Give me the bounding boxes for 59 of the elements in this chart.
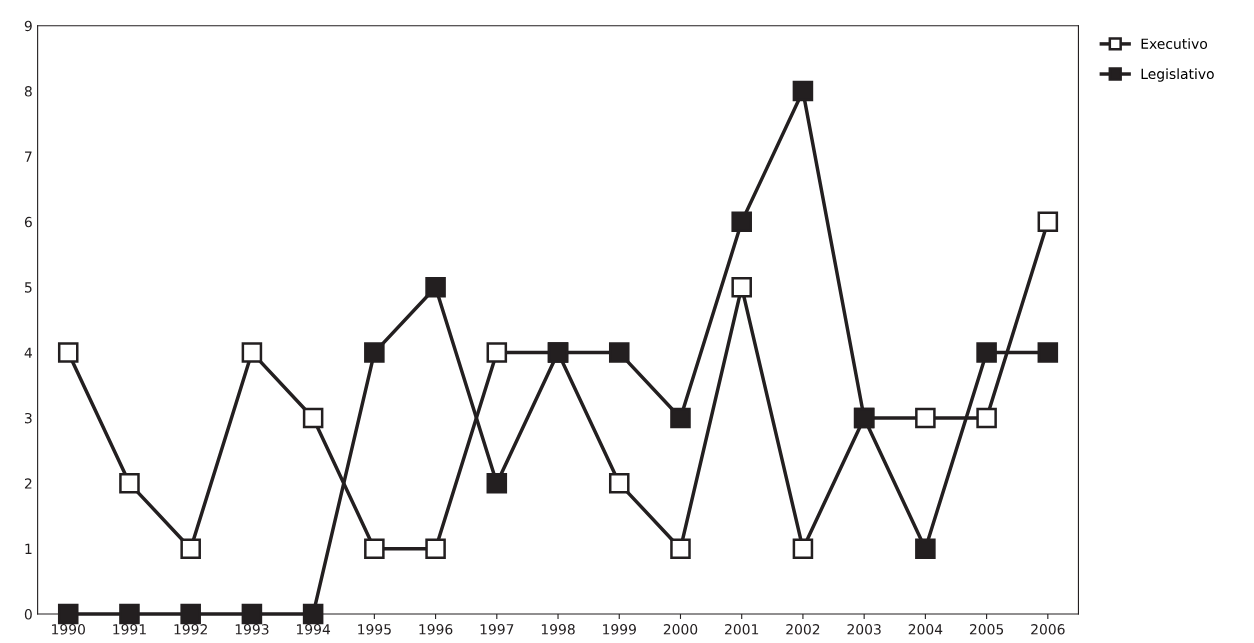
y-tick-label: 1: [25, 543, 32, 554]
x-tick-label: 1993: [235, 624, 269, 635]
point: [608, 473, 630, 494]
y-tick-label: 7: [25, 151, 32, 162]
point: [976, 407, 997, 429]
point: [241, 342, 263, 363]
x-tick-label: 1991: [113, 624, 146, 635]
point: [670, 407, 691, 429]
point: [731, 276, 752, 298]
x-tick-label: 1994: [296, 624, 331, 635]
point: [180, 603, 201, 625]
point: [486, 473, 508, 494]
point: [364, 342, 385, 363]
x-tick-label: 1996: [419, 624, 453, 635]
y-tick-label: 4: [24, 347, 32, 358]
x-tick-label: 2005: [969, 624, 1004, 635]
point: [119, 603, 140, 625]
y-tick-label: 0: [24, 609, 32, 620]
y-tick-label: 5: [24, 282, 32, 293]
y-tick-label: 8: [24, 86, 32, 97]
x-tick-label: 2006: [1031, 624, 1065, 635]
x-tick-label: 1995: [358, 624, 391, 635]
legend-label: Executivo: [1141, 38, 1208, 49]
point: [792, 80, 814, 102]
point: [1037, 342, 1059, 363]
x-tick-label: 2004: [908, 624, 943, 635]
x-tick-label: 1992: [174, 624, 207, 635]
point: [976, 342, 997, 363]
point: [302, 407, 324, 429]
point: [486, 342, 508, 363]
y-tick-label: 6: [24, 216, 32, 228]
point: [608, 342, 630, 363]
point: [1037, 211, 1059, 233]
point: [57, 342, 79, 363]
point: [915, 538, 936, 559]
point: [57, 603, 79, 625]
point: [425, 538, 446, 559]
point: [119, 473, 140, 494]
x-tick-label: 2000: [663, 624, 698, 635]
point: [731, 211, 752, 233]
point: [302, 603, 324, 625]
x-tick-label: 2003: [847, 624, 881, 635]
point: [241, 603, 263, 625]
point: [792, 538, 814, 559]
y-tick-label: 3: [24, 412, 32, 424]
y-tick-label: 9: [24, 20, 32, 32]
point: [425, 276, 446, 298]
point: [180, 538, 201, 559]
legend-label: Legislativo: [1141, 68, 1214, 82]
point: [364, 538, 385, 559]
x-tick-label: 1998: [541, 624, 575, 635]
x-tick-label: 2002: [786, 624, 820, 635]
x-tick-label: 1990: [52, 624, 85, 635]
y-tick-label: 2: [24, 478, 32, 489]
point: [915, 407, 936, 429]
x-tick-label: 1997: [480, 624, 514, 635]
x-tick-label: 1999: [603, 624, 636, 635]
point: [670, 538, 691, 559]
x-tick-label: 2001: [725, 624, 759, 635]
